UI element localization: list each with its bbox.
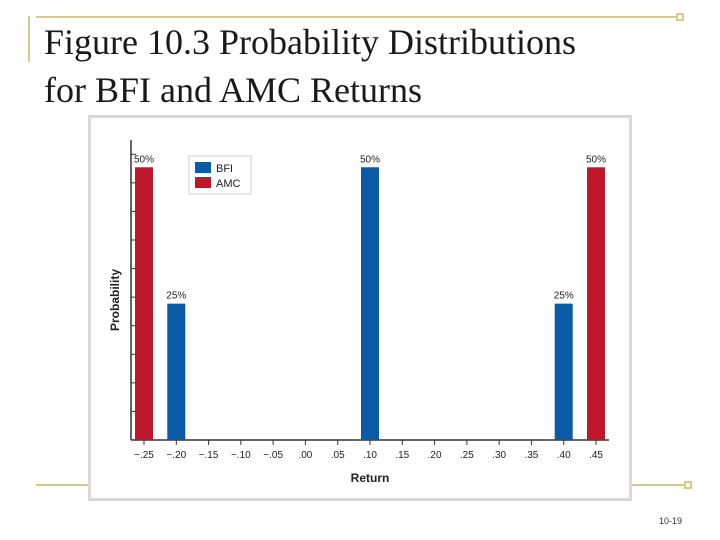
x-tick-label: −.15 — [199, 450, 219, 461]
chart-tick-labels: −.25 −.20 −.15 −.10 −.05 .00 .05 .10 .15 .20 .25 .3… — [134, 450, 603, 461]
frame-bottom-line-right — [632, 484, 684, 486]
chart-bars — [135, 167, 605, 440]
probability-chart: 25% 50% 25% 50% 50% −.25 −.20 −.15 −.10 −.05 .00.… — [108, 140, 609, 485]
legend-swatch-bfi — [195, 162, 211, 173]
bar-value-label: 50% — [134, 154, 154, 165]
y-axis-label: Probability — [108, 269, 122, 331]
frame-left-line — [28, 16, 30, 62]
x-tick-label: .10 — [363, 450, 377, 461]
x-tick-label: −.20 — [166, 450, 186, 461]
x-tick-label: −.25 — [134, 450, 154, 461]
slide-title: Figure 10.3 Probability Distributions fo… — [44, 18, 684, 114]
bar-value-label: 50% — [586, 154, 606, 165]
slide-title-line-1: Figure 10.3 Probability Distributions — [44, 22, 577, 62]
bar-value-label: 50% — [360, 154, 380, 165]
x-tick-label: .15 — [395, 450, 409, 461]
x-tick-label: .00 — [298, 450, 312, 461]
x-tick-label: .25 — [460, 450, 474, 461]
page-number: 10-19 — [658, 516, 682, 526]
legend-label-bfi: BFI — [216, 163, 233, 175]
legend-swatch-amc — [195, 177, 211, 188]
frame-bottom-line-left — [36, 484, 88, 486]
x-tick-label: .40 — [557, 450, 571, 461]
x-tick-label: .20 — [428, 450, 442, 461]
bar-bfi — [167, 303, 186, 440]
chart-data-labels: 25% 50% 25% 50% 50% — [134, 154, 606, 301]
frame-corner-dot — [676, 13, 684, 21]
x-tick-label: .30 — [492, 450, 506, 461]
bar-amc — [135, 167, 153, 440]
legend-label-amc: AMC — [216, 178, 241, 190]
bar-value-label: 25% — [166, 291, 186, 302]
x-tick-label: .35 — [524, 450, 538, 461]
frame-top-line — [36, 16, 676, 18]
slide-title-line-2: for BFI and AMC Returns — [44, 70, 422, 110]
bar-bfi — [361, 167, 379, 440]
x-axis-label: Return — [351, 471, 390, 485]
chart-legend: BFI AMC — [188, 155, 252, 195]
bar-bfi — [554, 303, 573, 440]
bar-amc — [587, 167, 605, 440]
bar-value-label: 25% — [554, 291, 574, 302]
chart-panel: 25% 50% 25% 50% 50% −.25 −.20 −.15 −.10 −.05 .00.… — [88, 115, 632, 501]
frame-bottom-corner-dot — [684, 481, 692, 489]
x-tick-label: .05 — [331, 450, 345, 461]
x-tick-label: .45 — [589, 450, 603, 461]
x-tick-label: −.05 — [263, 450, 283, 461]
x-tick-label: −.10 — [231, 450, 251, 461]
